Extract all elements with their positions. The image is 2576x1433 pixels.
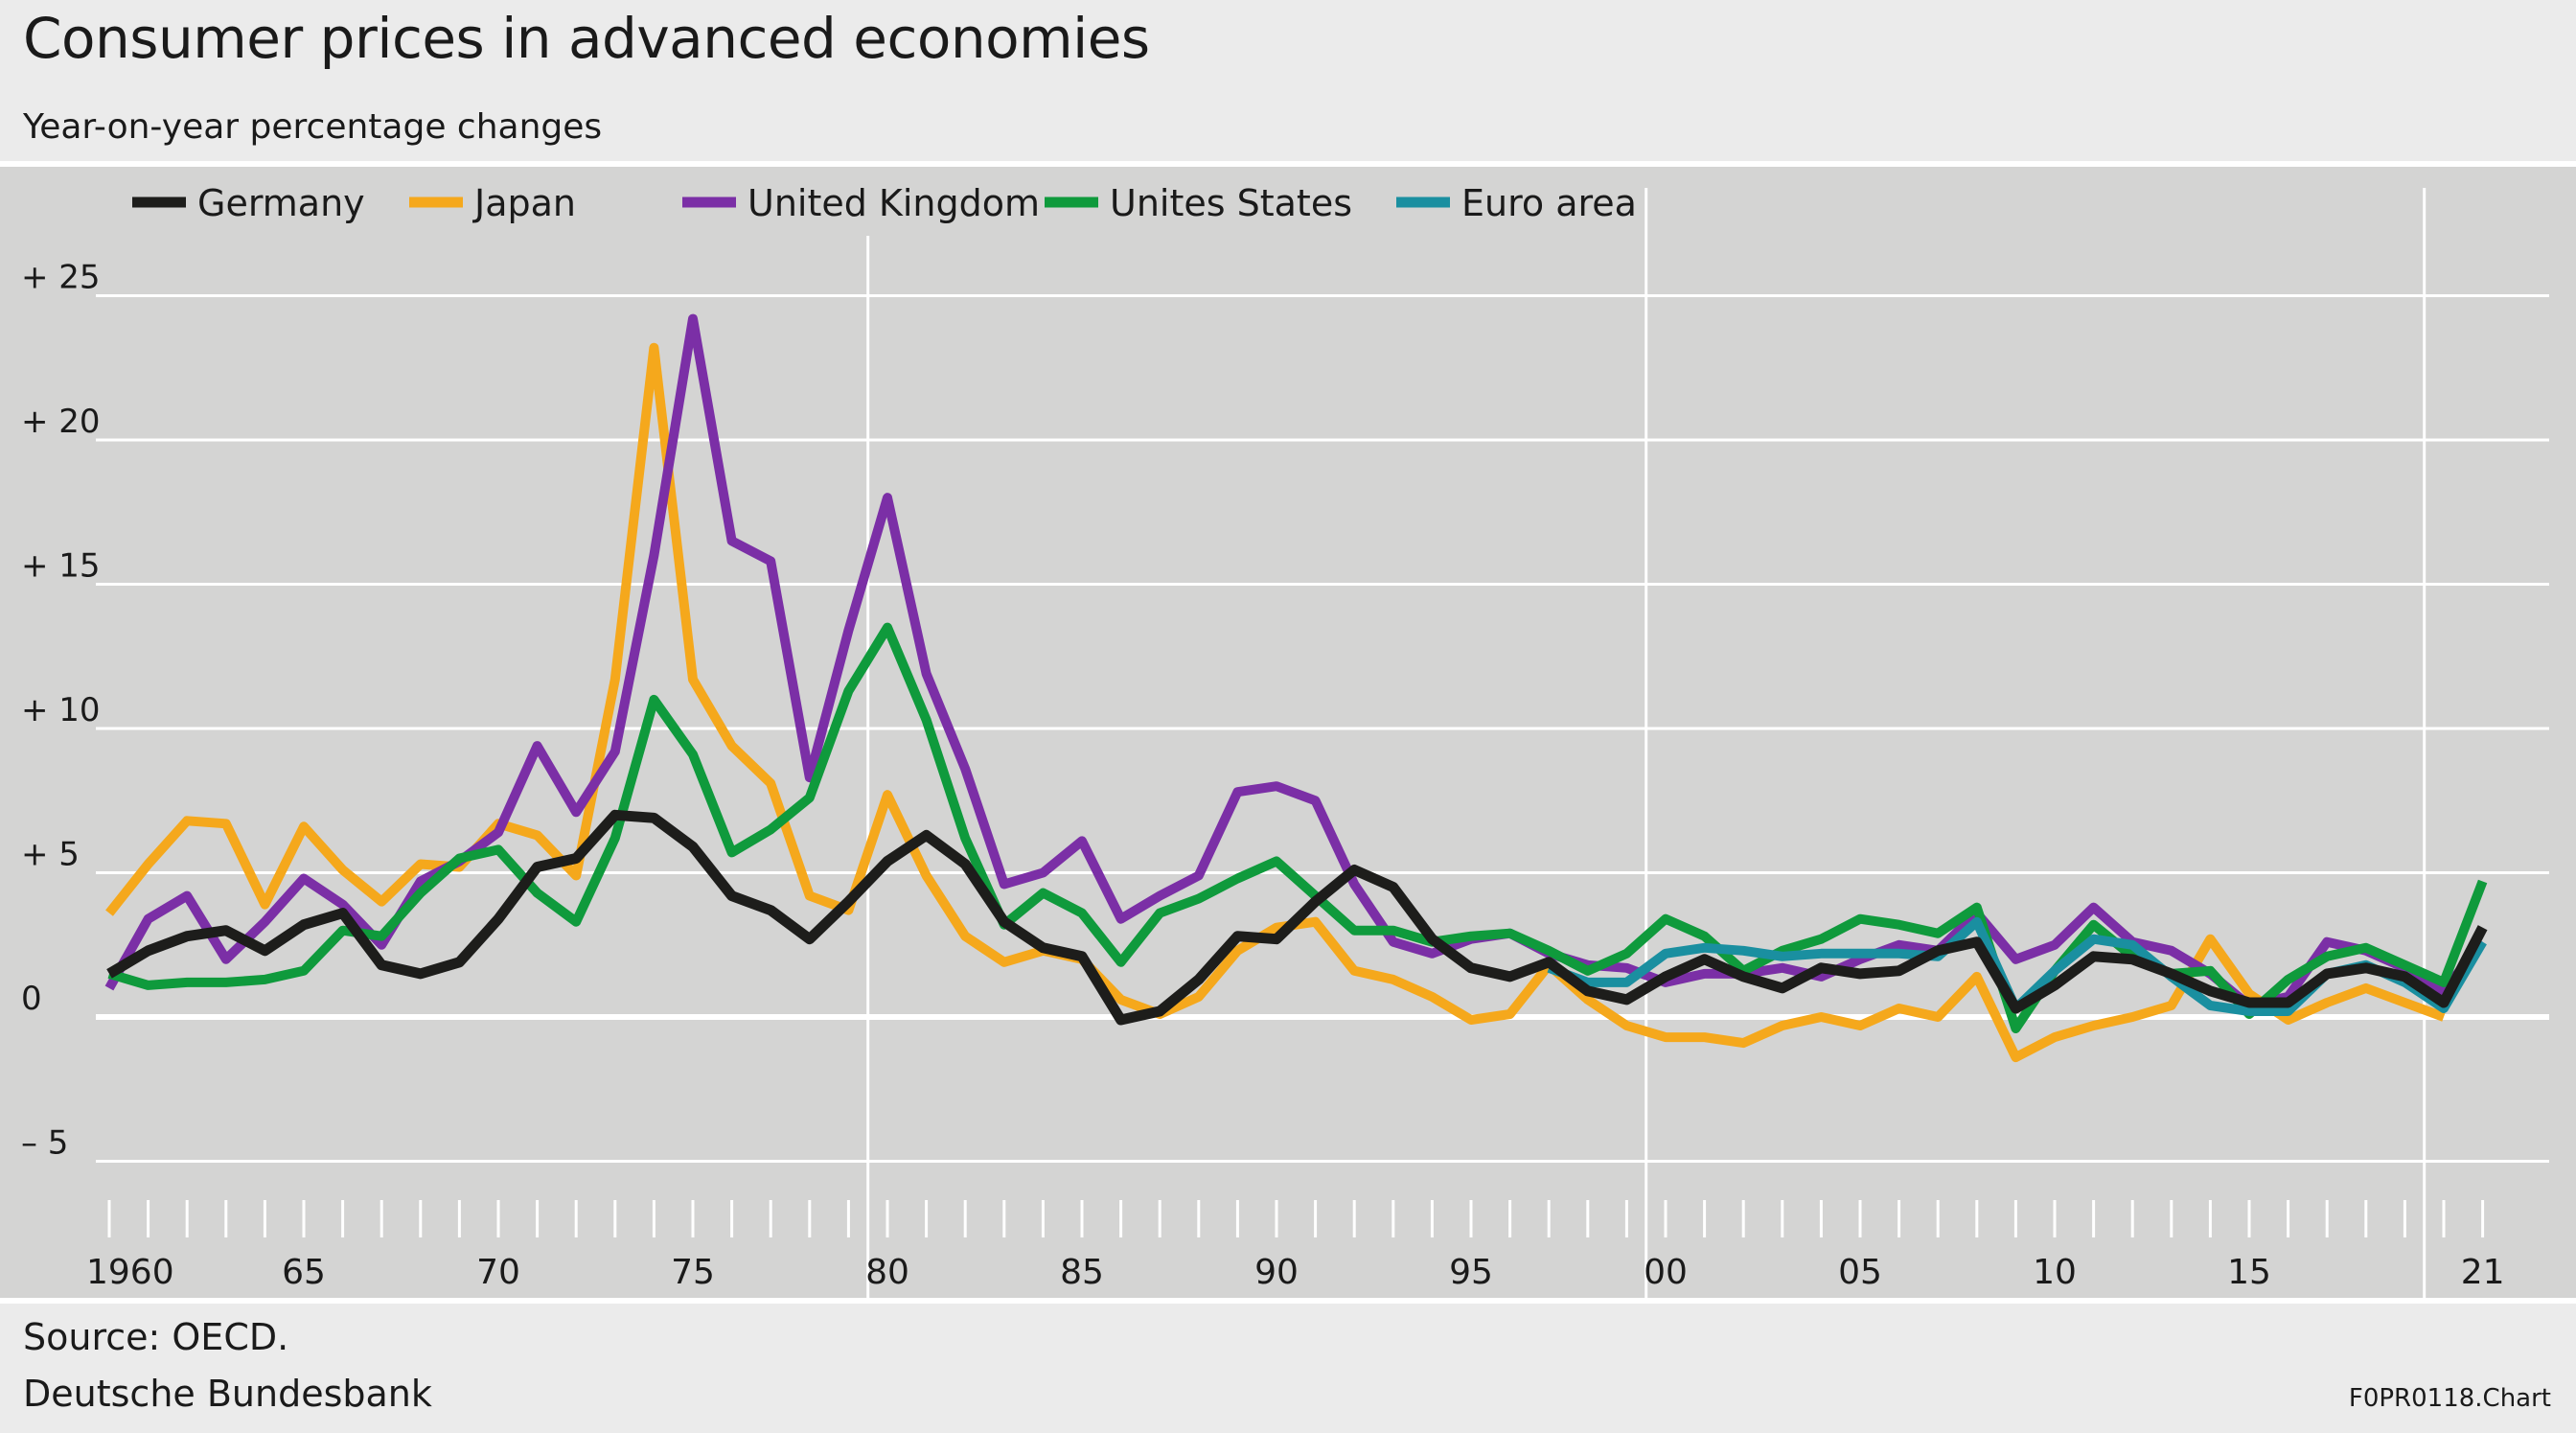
gridlines (96, 188, 2549, 1298)
x-tick-label: 95 (1449, 1253, 1493, 1292)
chart-subtitle: Year-on-year percentage changes (23, 107, 603, 147)
y-tick-label: 0 (21, 980, 42, 1018)
legend-item-unites-states: Unites States (1045, 182, 1352, 224)
series-line-unites-states (107, 622, 2488, 1033)
legend-label: Japan (472, 182, 576, 224)
publisher-name: Deutsche Bundesbank (23, 1373, 432, 1415)
series-line-united-kingdom (104, 313, 2487, 1010)
series-lines (104, 313, 2488, 1063)
legend-label: Euro area (1461, 182, 1637, 224)
x-tick-label: 15 (2227, 1253, 2271, 1292)
legend-item-united-kingdom: United Kingdom (682, 182, 1040, 224)
x-tick-label: 10 (2033, 1253, 2077, 1292)
legend-label: Germany (197, 182, 365, 224)
x-tick-label: 00 (1644, 1253, 1688, 1292)
legend-item-germany: Germany (132, 182, 365, 224)
y-tick-label: + 5 (21, 836, 80, 874)
legend: Germany Japan United Kingdom Unites States E… (132, 182, 1637, 224)
series-line-germany (106, 809, 2488, 1026)
x-tick-label: 75 (671, 1253, 715, 1292)
y-tick-label: + 15 (21, 547, 101, 586)
source-note: Source: OECD. (23, 1316, 289, 1358)
chart-area: – 5 0 + 5 + 10 + 15 + 20 + 25 1960 65 70 75 80 85 90… (0, 167, 2576, 1298)
chart-footer (0, 1304, 2576, 1433)
chart-title: Consumer prices in advanced economies (23, 6, 1150, 71)
legend-label: United Kingdom (748, 182, 1040, 224)
x-tick-label: 90 (1254, 1253, 1299, 1292)
x-tick-label: 05 (1838, 1253, 1882, 1292)
x-tick-label: 80 (865, 1253, 909, 1292)
x-tick-label: 85 (1060, 1253, 1104, 1292)
y-tick-label: + 20 (21, 403, 101, 441)
x-tick-label: 21 (2461, 1253, 2505, 1292)
x-axis-ticks (107, 1200, 2485, 1237)
top-separator (0, 161, 2576, 167)
x-tick-label: 65 (282, 1253, 326, 1292)
legend-item-euro-area: Euro area (1396, 182, 1637, 224)
chart-id: F0PR0118.Chart (2348, 1384, 2551, 1413)
legend-label: Unites States (1110, 182, 1352, 224)
series-line-japan (105, 342, 2446, 1063)
y-axis-labels: – 5 0 + 5 + 10 + 15 + 20 + 25 (21, 259, 101, 1163)
x-axis-labels: 1960 65 70 75 80 85 90 95 00 05 10 15 21 (86, 1253, 2505, 1292)
bottom-separator (0, 1298, 2576, 1304)
x-tick-label: 1960 (86, 1253, 174, 1292)
y-tick-label: – 5 (21, 1124, 68, 1163)
line-chart: – 5 0 + 5 + 10 + 15 + 20 + 25 1960 65 70 75 80 85 90… (21, 182, 2549, 1298)
chart-header: Consumer prices in advanced economies Ye… (0, 0, 2576, 161)
x-tick-label: 70 (476, 1253, 520, 1292)
legend-item-japan: Japan (409, 182, 576, 224)
y-tick-label: + 10 (21, 691, 101, 729)
y-tick-label: + 25 (21, 259, 101, 297)
